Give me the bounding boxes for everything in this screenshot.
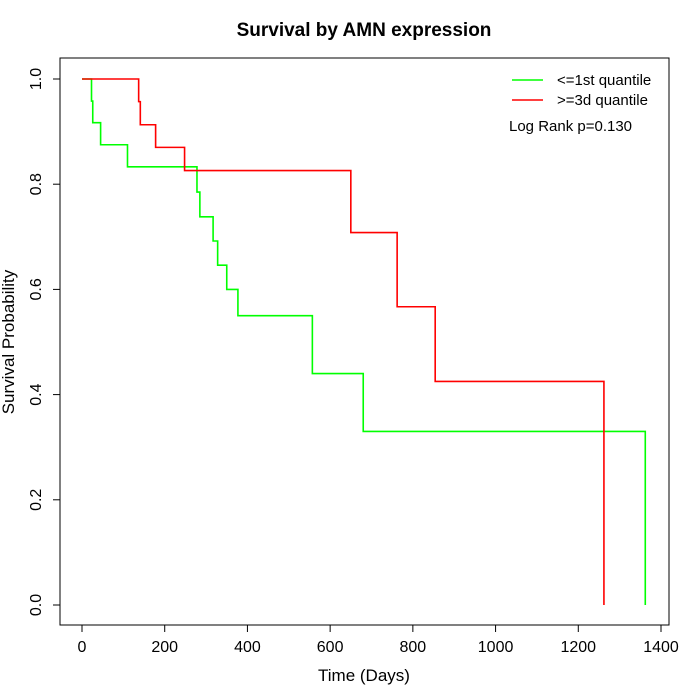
series-layer	[82, 78, 647, 605]
plot-frame	[59, 57, 670, 626]
x-axis: 0 200 400 600 800 1000 1200 1400	[78, 624, 679, 656]
y-tick-label: 0.0	[28, 594, 45, 616]
y-axis-label: Survival Probability	[0, 269, 18, 414]
x-tick-label: 1400	[643, 639, 679, 656]
legend: <=1st quantile >=3d quantile	[512, 72, 651, 109]
y-tick-label: 0.2	[28, 489, 45, 511]
x-tick-label: 200	[151, 639, 178, 656]
legend-label: <=1st quantile	[557, 72, 651, 89]
x-tick-label: 400	[234, 639, 261, 656]
x-tick-label: 1000	[478, 639, 514, 656]
y-axis: 0.0 0.2 0.4 0.6 0.8 1.0	[28, 68, 61, 616]
x-axis-label: Time (Days)	[318, 666, 410, 685]
series-line-low-quantile	[82, 78, 647, 605]
x-tick-label: 1200	[560, 639, 596, 656]
y-tick-label: 1.0	[28, 68, 45, 90]
y-tick-label: 0.8	[28, 173, 45, 195]
y-tick-label: 0.4	[28, 383, 45, 405]
x-tick-label: 800	[400, 639, 427, 656]
x-tick-label: 0	[78, 639, 87, 656]
log-rank-annotation: Log Rank p=0.130	[509, 118, 632, 135]
y-tick-label: 0.6	[28, 278, 45, 300]
x-tick-label: 600	[317, 639, 344, 656]
legend-label: >=3d quantile	[557, 92, 648, 109]
series-line-high-quantile	[82, 78, 605, 605]
chart-title: Survival by AMN expression	[237, 20, 492, 41]
